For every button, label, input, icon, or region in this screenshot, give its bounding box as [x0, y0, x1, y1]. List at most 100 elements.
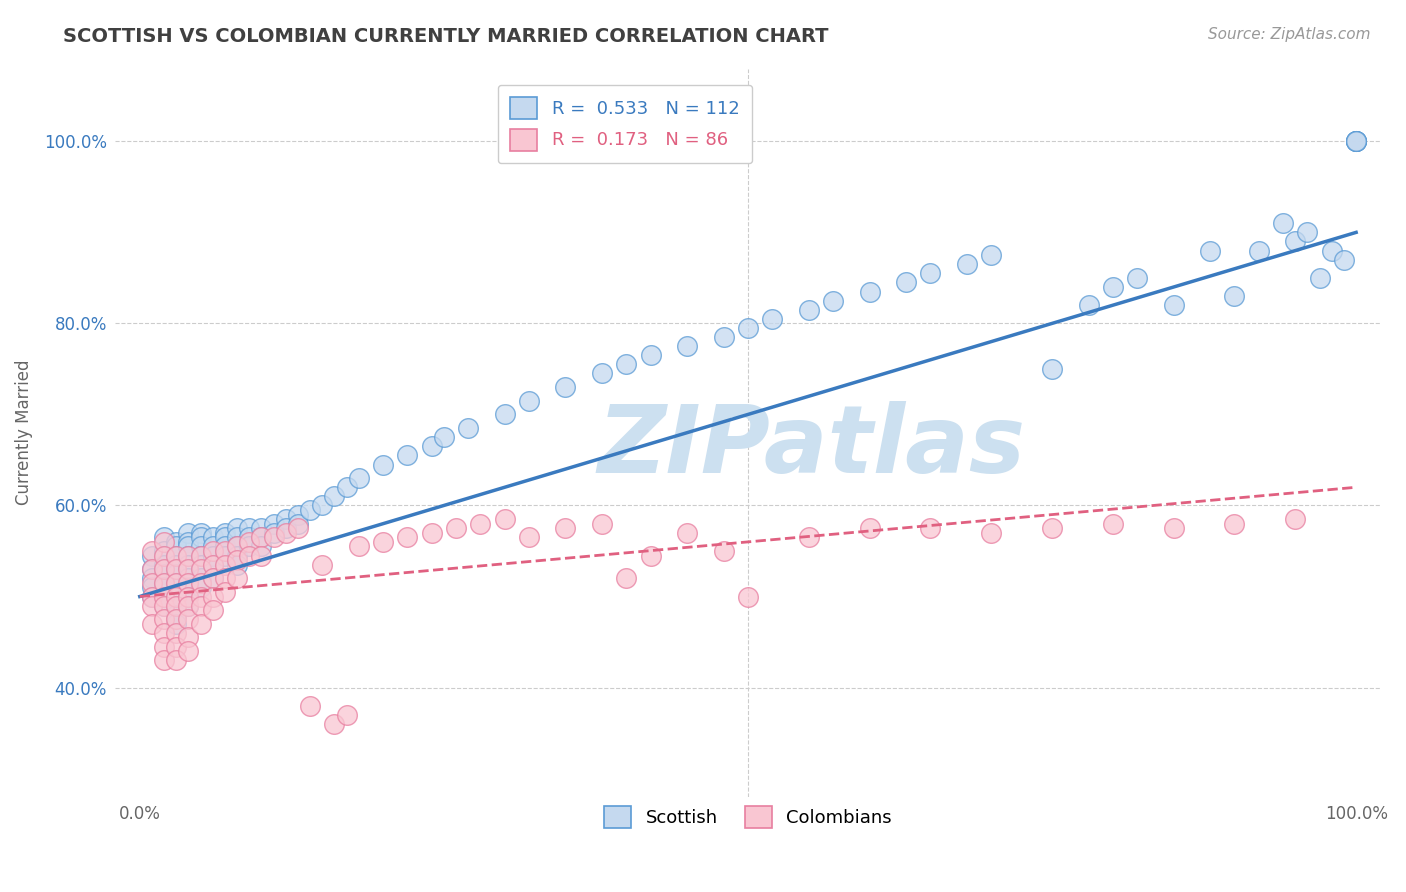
Point — [177, 571, 200, 585]
Point — [396, 530, 419, 544]
Point — [713, 330, 735, 344]
Point — [177, 535, 200, 549]
Point — [201, 571, 224, 585]
Point — [980, 248, 1002, 262]
Point — [1296, 226, 1319, 240]
Point — [250, 549, 273, 563]
Point — [323, 717, 346, 731]
Point — [238, 540, 260, 554]
Point — [287, 521, 309, 535]
Point — [1102, 280, 1125, 294]
Point — [444, 521, 467, 535]
Point — [737, 321, 759, 335]
Point — [371, 458, 394, 472]
Point — [177, 562, 200, 576]
Point — [323, 489, 346, 503]
Point — [1223, 516, 1246, 531]
Point — [177, 540, 200, 554]
Point — [238, 549, 260, 563]
Point — [165, 612, 187, 626]
Point — [201, 540, 224, 554]
Point — [1247, 244, 1270, 258]
Point — [457, 421, 479, 435]
Point — [214, 571, 236, 585]
Point — [153, 575, 176, 590]
Point — [165, 599, 187, 613]
Point — [165, 562, 187, 576]
Point — [201, 571, 224, 585]
Point — [190, 540, 212, 554]
Point — [201, 558, 224, 572]
Point — [226, 558, 249, 572]
Point — [311, 499, 333, 513]
Point — [177, 549, 200, 563]
Point — [263, 516, 285, 531]
Point — [287, 508, 309, 522]
Point — [713, 544, 735, 558]
Point — [165, 607, 187, 622]
Point — [640, 549, 662, 563]
Point — [396, 449, 419, 463]
Point — [263, 530, 285, 544]
Point — [165, 616, 187, 631]
Point — [299, 698, 322, 713]
Point — [494, 512, 516, 526]
Point — [190, 562, 212, 576]
Point — [201, 544, 224, 558]
Point — [190, 616, 212, 631]
Point — [311, 558, 333, 572]
Point — [153, 535, 176, 549]
Point — [1040, 521, 1063, 535]
Point — [226, 521, 249, 535]
Point — [201, 558, 224, 572]
Point — [420, 439, 443, 453]
Point — [177, 581, 200, 595]
Point — [1163, 298, 1185, 312]
Point — [165, 575, 187, 590]
Point — [177, 575, 200, 590]
Point — [165, 599, 187, 613]
Point — [214, 549, 236, 563]
Point — [347, 540, 370, 554]
Point — [153, 599, 176, 613]
Point — [190, 575, 212, 590]
Point — [287, 516, 309, 531]
Point — [190, 530, 212, 544]
Point — [165, 640, 187, 654]
Point — [177, 599, 200, 613]
Point — [153, 590, 176, 604]
Point — [141, 590, 163, 604]
Point — [1199, 244, 1222, 258]
Point — [274, 525, 297, 540]
Point — [190, 525, 212, 540]
Point — [141, 575, 163, 590]
Point — [858, 285, 880, 299]
Point — [201, 530, 224, 544]
Point — [165, 575, 187, 590]
Point — [1346, 134, 1368, 148]
Point — [737, 590, 759, 604]
Point — [214, 525, 236, 540]
Point — [153, 612, 176, 626]
Point — [141, 581, 163, 595]
Y-axis label: Currently Married: Currently Married — [15, 359, 32, 506]
Point — [226, 553, 249, 567]
Point — [263, 525, 285, 540]
Point — [190, 558, 212, 572]
Point — [177, 590, 200, 604]
Point — [920, 266, 942, 280]
Point — [274, 512, 297, 526]
Point — [1077, 298, 1099, 312]
Point — [190, 581, 212, 595]
Point — [153, 530, 176, 544]
Point — [797, 302, 820, 317]
Point — [250, 530, 273, 544]
Point — [165, 535, 187, 549]
Point — [226, 540, 249, 554]
Point — [201, 549, 224, 563]
Point — [190, 571, 212, 585]
Point — [1346, 134, 1368, 148]
Point — [214, 558, 236, 572]
Point — [141, 562, 163, 576]
Text: Source: ZipAtlas.com: Source: ZipAtlas.com — [1208, 27, 1371, 42]
